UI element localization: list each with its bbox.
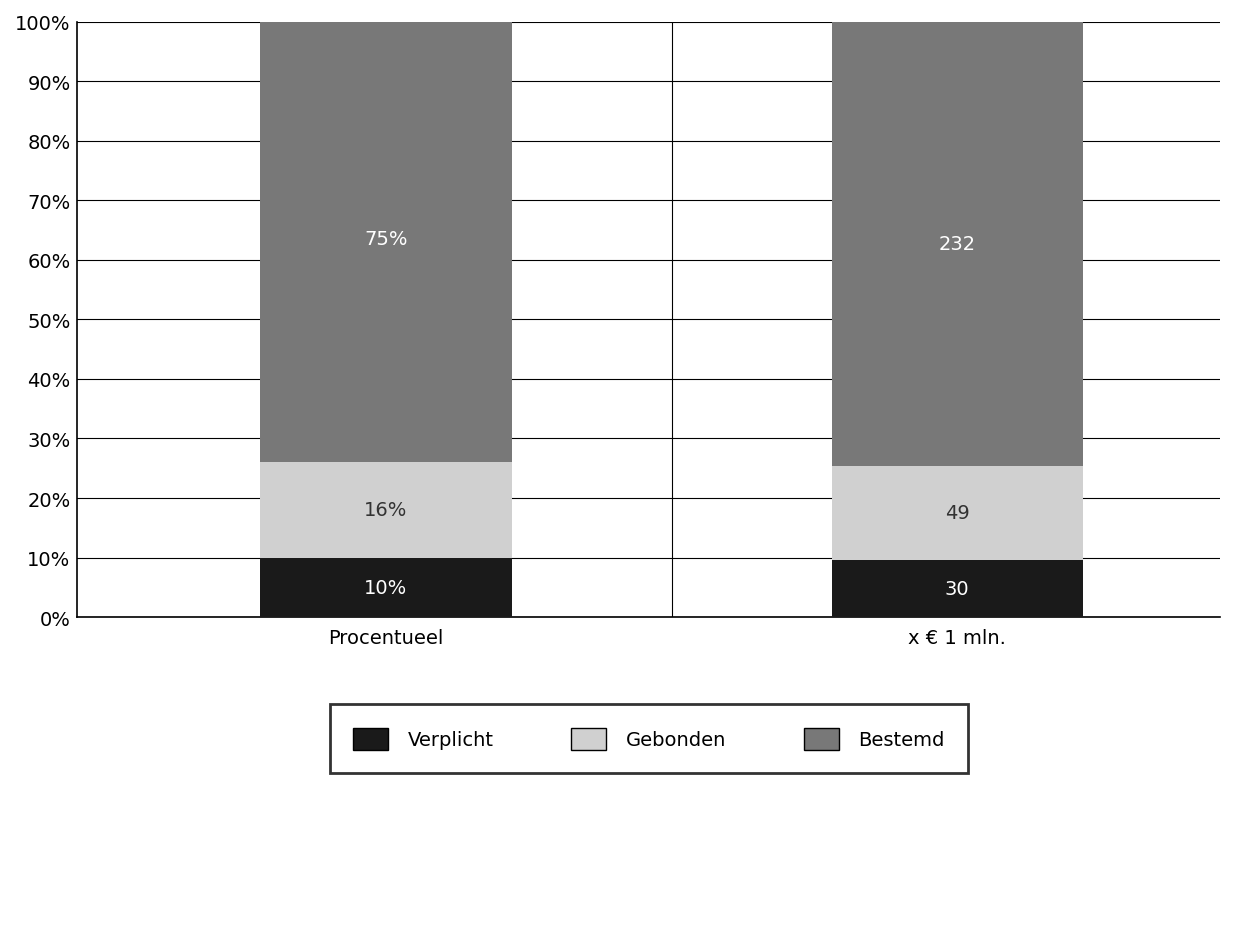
Text: 75%: 75% bbox=[364, 230, 408, 249]
Bar bbox=[261, 17, 511, 462]
Legend: Verplicht, Gebonden, Bestemd: Verplicht, Gebonden, Bestemd bbox=[330, 705, 968, 774]
Bar bbox=[831, 466, 1083, 560]
Text: 10%: 10% bbox=[364, 578, 408, 597]
Text: 232: 232 bbox=[939, 235, 976, 254]
Text: 16%: 16% bbox=[364, 501, 408, 519]
Bar bbox=[261, 558, 511, 618]
Text: 30: 30 bbox=[945, 579, 969, 598]
Bar bbox=[831, 22, 1083, 466]
Bar bbox=[831, 560, 1083, 618]
Bar bbox=[261, 462, 511, 558]
Text: 49: 49 bbox=[945, 504, 969, 522]
